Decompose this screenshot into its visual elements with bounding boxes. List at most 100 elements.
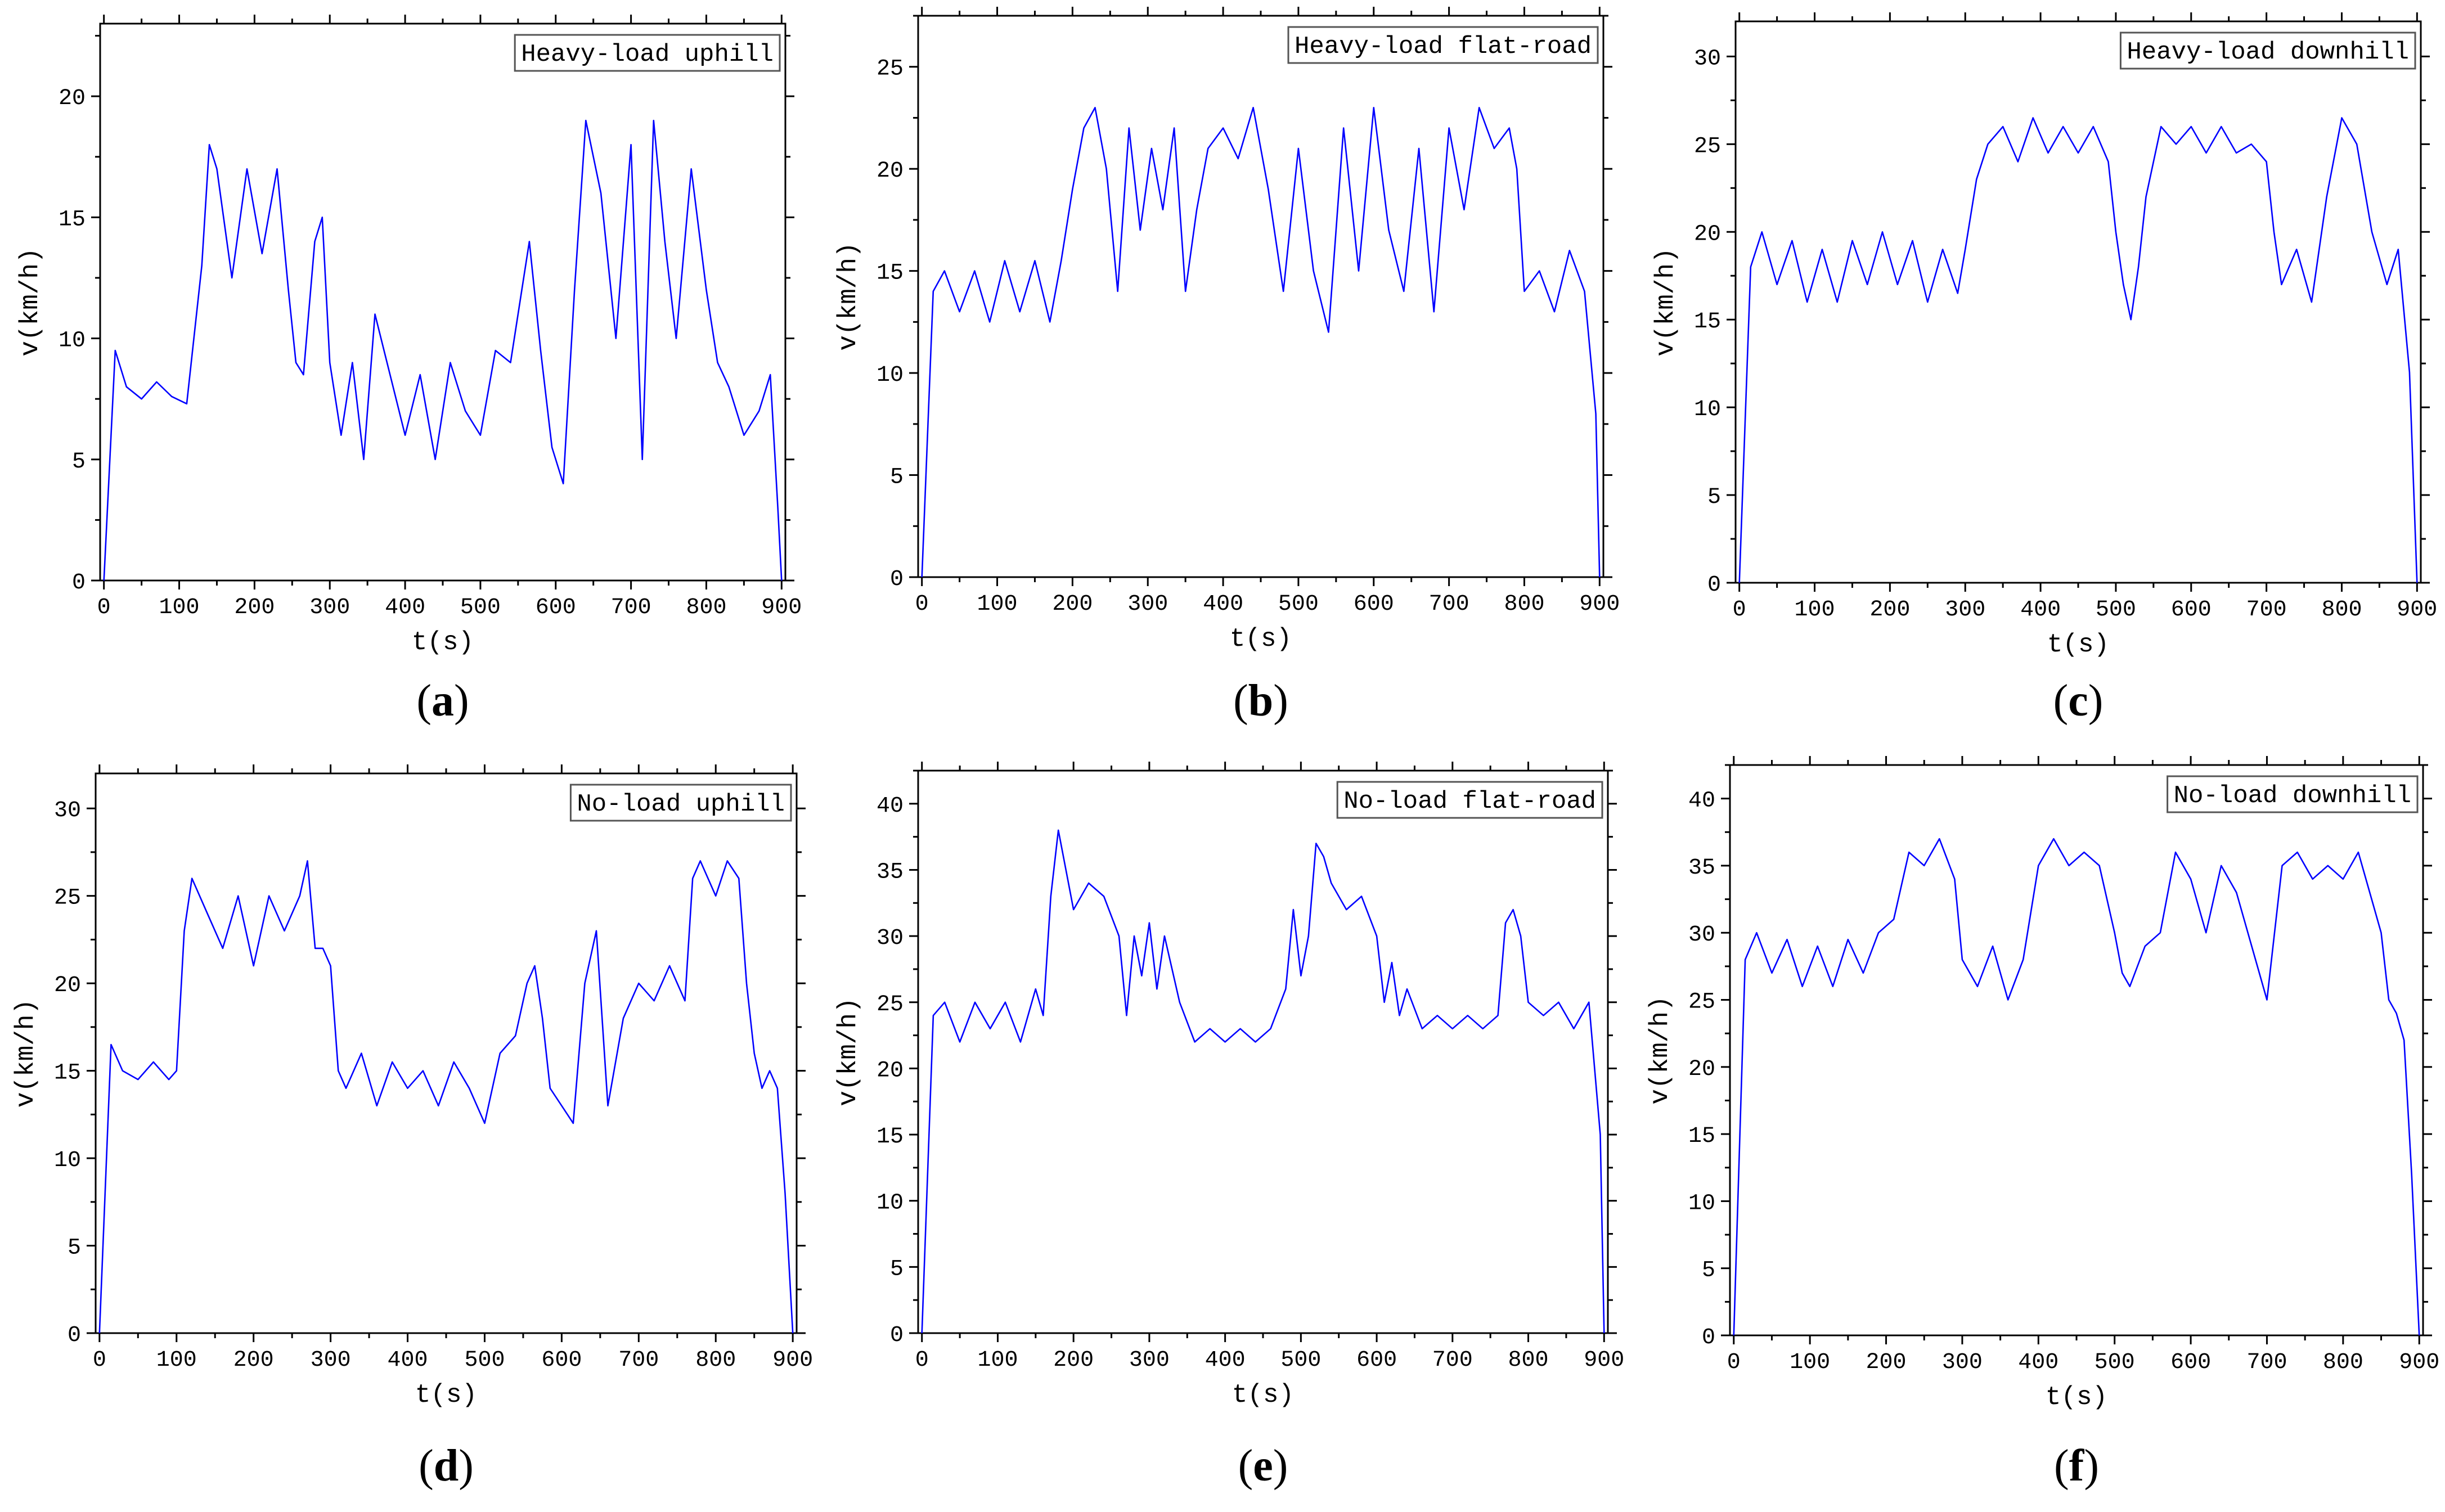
x-tick-label: 0 — [915, 592, 929, 617]
y-tick-label: 5 — [890, 465, 904, 490]
legend-label: Heavy-load flat-road — [1295, 33, 1592, 61]
legend-label: Heavy-load uphill — [521, 40, 774, 69]
y-tick-label: 25 — [877, 57, 904, 82]
series-line-a-0 — [103, 119, 783, 581]
chart-panel-d: 0 100 200 300 400 500 600 700 800 900 0 5 10 15 20 25 30… — [11, 764, 813, 1491]
y-tick-label: 0 — [1707, 573, 1721, 598]
y-tick-label: 25 — [1688, 990, 1715, 1015]
x-tick-label: 0 — [915, 1348, 929, 1373]
plot-frame — [95, 772, 798, 1334]
legend-label: No-load uphill — [577, 790, 785, 818]
x-tick-label: 900 — [761, 595, 802, 620]
x-tick-label: 800 — [2323, 1350, 2363, 1375]
x-tick-label: 0 — [93, 1348, 106, 1373]
y-tick-label: 5 — [1707, 485, 1721, 510]
x-tick-label: 300 — [1942, 1350, 1983, 1375]
x-tick-label: 600 — [536, 595, 576, 620]
series-line-d-0 — [98, 860, 794, 1334]
x-tick-label: 800 — [2321, 597, 2362, 623]
legend-box — [2119, 32, 2416, 70]
chart-panel-e: 0 100 200 300 400 500 600 700 800 900 0 5 10 15 20 25 30… — [834, 762, 1624, 1491]
legend-label: No-load downhill — [2174, 782, 2411, 810]
x-tick-label: 900 — [772, 1348, 813, 1373]
series-line-c-0 — [1738, 117, 2418, 583]
chart-panel-f: 0 100 200 300 400 500 600 700 800 900 0 5 10 15 20 25 30… — [1646, 756, 2439, 1491]
x-tick-label: 400 — [1205, 1348, 1246, 1373]
legend-label: No-load flat-road — [1343, 788, 1596, 816]
x-tick-label: 200 — [1869, 597, 1910, 623]
x-tick-label: 100 — [1790, 1350, 1830, 1375]
x-axis-title: t(s) — [415, 1380, 477, 1410]
x-tick-label: 100 — [159, 595, 200, 620]
chart-panel-c: 0 100 200 300 400 500 600 700 800 900 0 5 10 15 20 25 30… — [1651, 12, 2437, 726]
x-tick-label: 300 — [309, 595, 350, 620]
y-tick-label: 10 — [877, 363, 904, 388]
x-tick-label: 400 — [2018, 1350, 2059, 1375]
legend-box — [1287, 26, 1599, 64]
y-tick-label: 25 — [54, 886, 81, 911]
y-tick-label: 10 — [877, 1191, 904, 1216]
plot-frame — [99, 22, 786, 582]
panel-caption: (e) — [1238, 1441, 1288, 1491]
x-axis-title: t(s) — [2047, 630, 2109, 659]
y-axis-title: v(km/h) — [11, 999, 41, 1108]
x-tick-label: 700 — [1432, 1348, 1473, 1373]
y-tick-label: 5 — [1702, 1258, 1715, 1284]
y-tick-label: 15 — [1694, 309, 1721, 335]
x-tick-label: 600 — [1356, 1348, 1397, 1373]
y-tick-label: 15 — [877, 261, 904, 286]
chart-panel-b: 0 100 200 300 400 500 600 700 800 900 0 5 10 15 20 25 t(… — [834, 7, 1620, 726]
x-tick-label: 400 — [388, 1348, 428, 1373]
y-tick-label: 0 — [890, 567, 904, 592]
x-axis-title: t(s) — [1232, 1380, 1294, 1410]
y-tick-label: 0 — [890, 1323, 904, 1348]
x-tick-label: 400 — [1203, 592, 1243, 617]
x-tick-label: 600 — [2170, 1350, 2211, 1375]
x-tick-label: 300 — [1945, 597, 1985, 623]
x-tick-label: 700 — [1429, 592, 1469, 617]
y-tick-label: 20 — [1694, 222, 1721, 247]
x-tick-label: 600 — [2171, 597, 2212, 623]
x-tick-label: 200 — [1866, 1350, 1907, 1375]
y-tick-label: 20 — [59, 86, 86, 111]
y-tick-label: 35 — [877, 860, 904, 885]
x-axis-title: t(s) — [412, 628, 474, 657]
chart-panel-a: 0 100 200 300 400 500 600 700 800 900 0 5 10 15 20 t(s)… — [16, 15, 802, 726]
y-tick-label: 5 — [68, 1236, 81, 1261]
series-line-b-0 — [921, 107, 1601, 578]
x-tick-label: 800 — [1504, 592, 1544, 617]
y-tick-label: 15 — [59, 207, 86, 232]
y-tick-label: 10 — [1694, 397, 1721, 422]
x-tick-label: 400 — [2020, 597, 2061, 623]
x-tick-label: 100 — [156, 1348, 197, 1373]
x-tick-label: 100 — [977, 1348, 1018, 1373]
y-axis-title: v(km/h) — [834, 997, 863, 1106]
y-tick-label: 20 — [1688, 1057, 1715, 1082]
x-tick-label: 900 — [2399, 1350, 2439, 1375]
x-tick-label: 900 — [2397, 597, 2437, 623]
x-tick-label: 0 — [97, 595, 111, 620]
y-tick-label: 10 — [59, 328, 86, 354]
legend-box — [514, 34, 781, 72]
x-tick-label: 800 — [1508, 1348, 1549, 1373]
legend-box — [569, 784, 792, 822]
y-tick-label: 20 — [877, 159, 904, 184]
x-tick-label: 100 — [977, 592, 1018, 617]
y-tick-label: 15 — [1688, 1124, 1715, 1149]
y-tick-label: 20 — [54, 973, 81, 998]
y-tick-label: 0 — [72, 570, 86, 596]
legend-box — [1336, 781, 1603, 819]
plot-frame — [917, 15, 1604, 578]
y-tick-label: 30 — [1694, 46, 1721, 71]
series-line-f-0 — [1733, 838, 2420, 1336]
y-tick-label: 40 — [877, 794, 904, 819]
y-tick-label: 30 — [877, 926, 904, 951]
x-tick-label: 0 — [1733, 597, 1746, 623]
y-tick-label: 10 — [54, 1148, 81, 1173]
x-tick-label: 500 — [464, 1348, 505, 1373]
x-tick-label: 300 — [1129, 1348, 1170, 1373]
x-tick-label: 500 — [2096, 597, 2136, 623]
x-tick-label: 200 — [233, 1348, 274, 1373]
y-tick-label: 25 — [877, 992, 904, 1018]
